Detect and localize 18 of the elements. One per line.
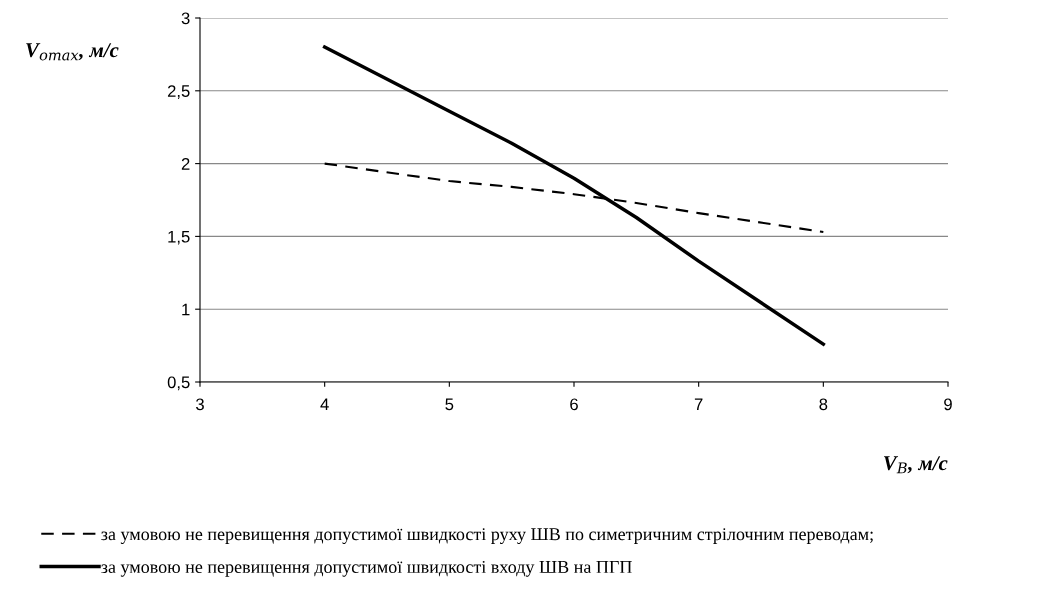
x-tick-label: 7: [694, 398, 703, 411]
x-tick-label: 9: [944, 398, 952, 411]
x-tick-label: 5: [445, 398, 454, 411]
y-tick-label: 1: [182, 303, 190, 316]
legend-label: за умовою не перевищення допустимої швидкості входу ШВ на ПГП: [101, 560, 632, 577]
y-axis-title: V$_{omax}$, м/с: [26, 43, 119, 61]
x-tick-label: 3: [196, 398, 204, 411]
legend-label: за умовою не перевищення допустимої швидкості руху ШВ по симетричним стрілочним переводам;: [101, 528, 873, 544]
y-tick-label: 2: [181, 158, 190, 170]
line-series: [322, 45, 826, 346]
x-axis-title: V$_{В}$, м/с: [884, 456, 948, 474]
y-tick-label: 1,5: [168, 230, 190, 245]
y-tick-label: 0,5: [167, 376, 190, 391]
x-tick-label: 4: [320, 398, 329, 411]
y-tick-label: 3: [181, 12, 190, 25]
x-tick-label: 6: [570, 398, 578, 411]
y-tick-label: 2,5: [167, 85, 190, 99]
x-tick-label: 8: [819, 398, 828, 411]
